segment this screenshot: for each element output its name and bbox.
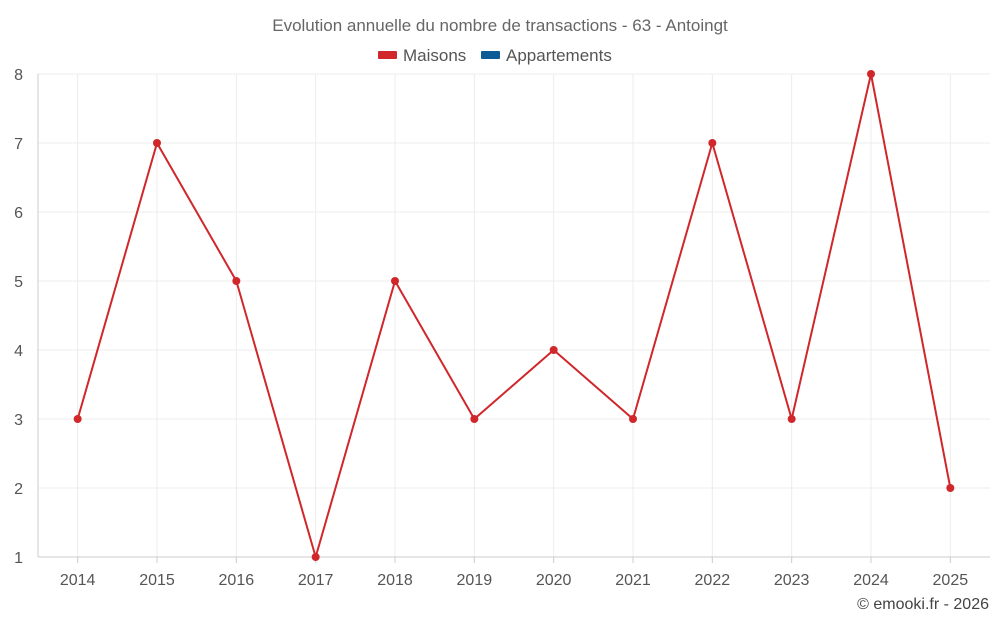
x-tick-label: 2017: [298, 572, 334, 589]
x-tick-label: 2023: [774, 572, 810, 589]
series-line-maisons: [76, 73, 952, 558]
x-tick-label: 2024: [853, 572, 889, 589]
x-tick-label: 2018: [377, 572, 413, 589]
y-tick-label: 5: [14, 274, 23, 291]
x-tick-label: 2019: [457, 572, 493, 589]
data-point[interactable]: [787, 415, 796, 423]
y-tick-label: 8: [14, 67, 23, 84]
x-tick-label: 2022: [695, 572, 731, 589]
data-point[interactable]: [867, 70, 875, 78]
x-tick-label: 2016: [219, 572, 255, 589]
y-tick-label: 7: [14, 136, 23, 153]
legend-swatch-maisons: [378, 51, 397, 59]
x-axis: 2014 2015 2016 2017 2018 2019 2020 2021 2022 2023…: [60, 557, 968, 589]
data-point[interactable]: [946, 484, 955, 492]
x-tick-label: 2015: [139, 572, 175, 589]
legend-label-maisons: Maisons: [403, 46, 466, 65]
data-point[interactable]: [470, 415, 479, 423]
credit-text: © emooki.fr - 2026: [857, 596, 989, 613]
series-maisons: [73, 70, 955, 561]
y-tick-label: 4: [14, 343, 23, 360]
y-tick-label: 2: [14, 481, 23, 498]
y-tick-label: 3: [14, 412, 23, 429]
x-tick-label: 2014: [60, 572, 96, 589]
grid-lines: [37, 73, 990, 558]
x-tick-label: 2025: [933, 572, 969, 589]
x-tick-label: 2020: [536, 572, 572, 589]
legend-label-appartements: Appartements: [506, 46, 612, 65]
y-tick-label: 1: [14, 550, 23, 567]
chart-title: Evolution annuelle du nombre de transact…: [272, 16, 728, 35]
data-point[interactable]: [549, 346, 558, 354]
legend-swatch-appartements: [481, 51, 500, 59]
legend: Maisons Appartements: [378, 46, 612, 65]
legend-item-maisons[interactable]: Maisons: [378, 46, 466, 65]
data-point[interactable]: [708, 139, 717, 147]
data-point[interactable]: [311, 553, 320, 561]
x-tick-label: 2021: [615, 572, 651, 589]
data-point[interactable]: [73, 415, 82, 423]
data-point[interactable]: [153, 139, 161, 147]
data-point[interactable]: [391, 277, 399, 285]
y-axis: 1 2 3 4 5 6 7 8: [14, 67, 23, 567]
y-tick-label: 6: [14, 205, 23, 222]
data-point[interactable]: [629, 415, 637, 423]
legend-item-appartements[interactable]: Appartements: [481, 46, 612, 65]
data-point[interactable]: [232, 277, 241, 285]
